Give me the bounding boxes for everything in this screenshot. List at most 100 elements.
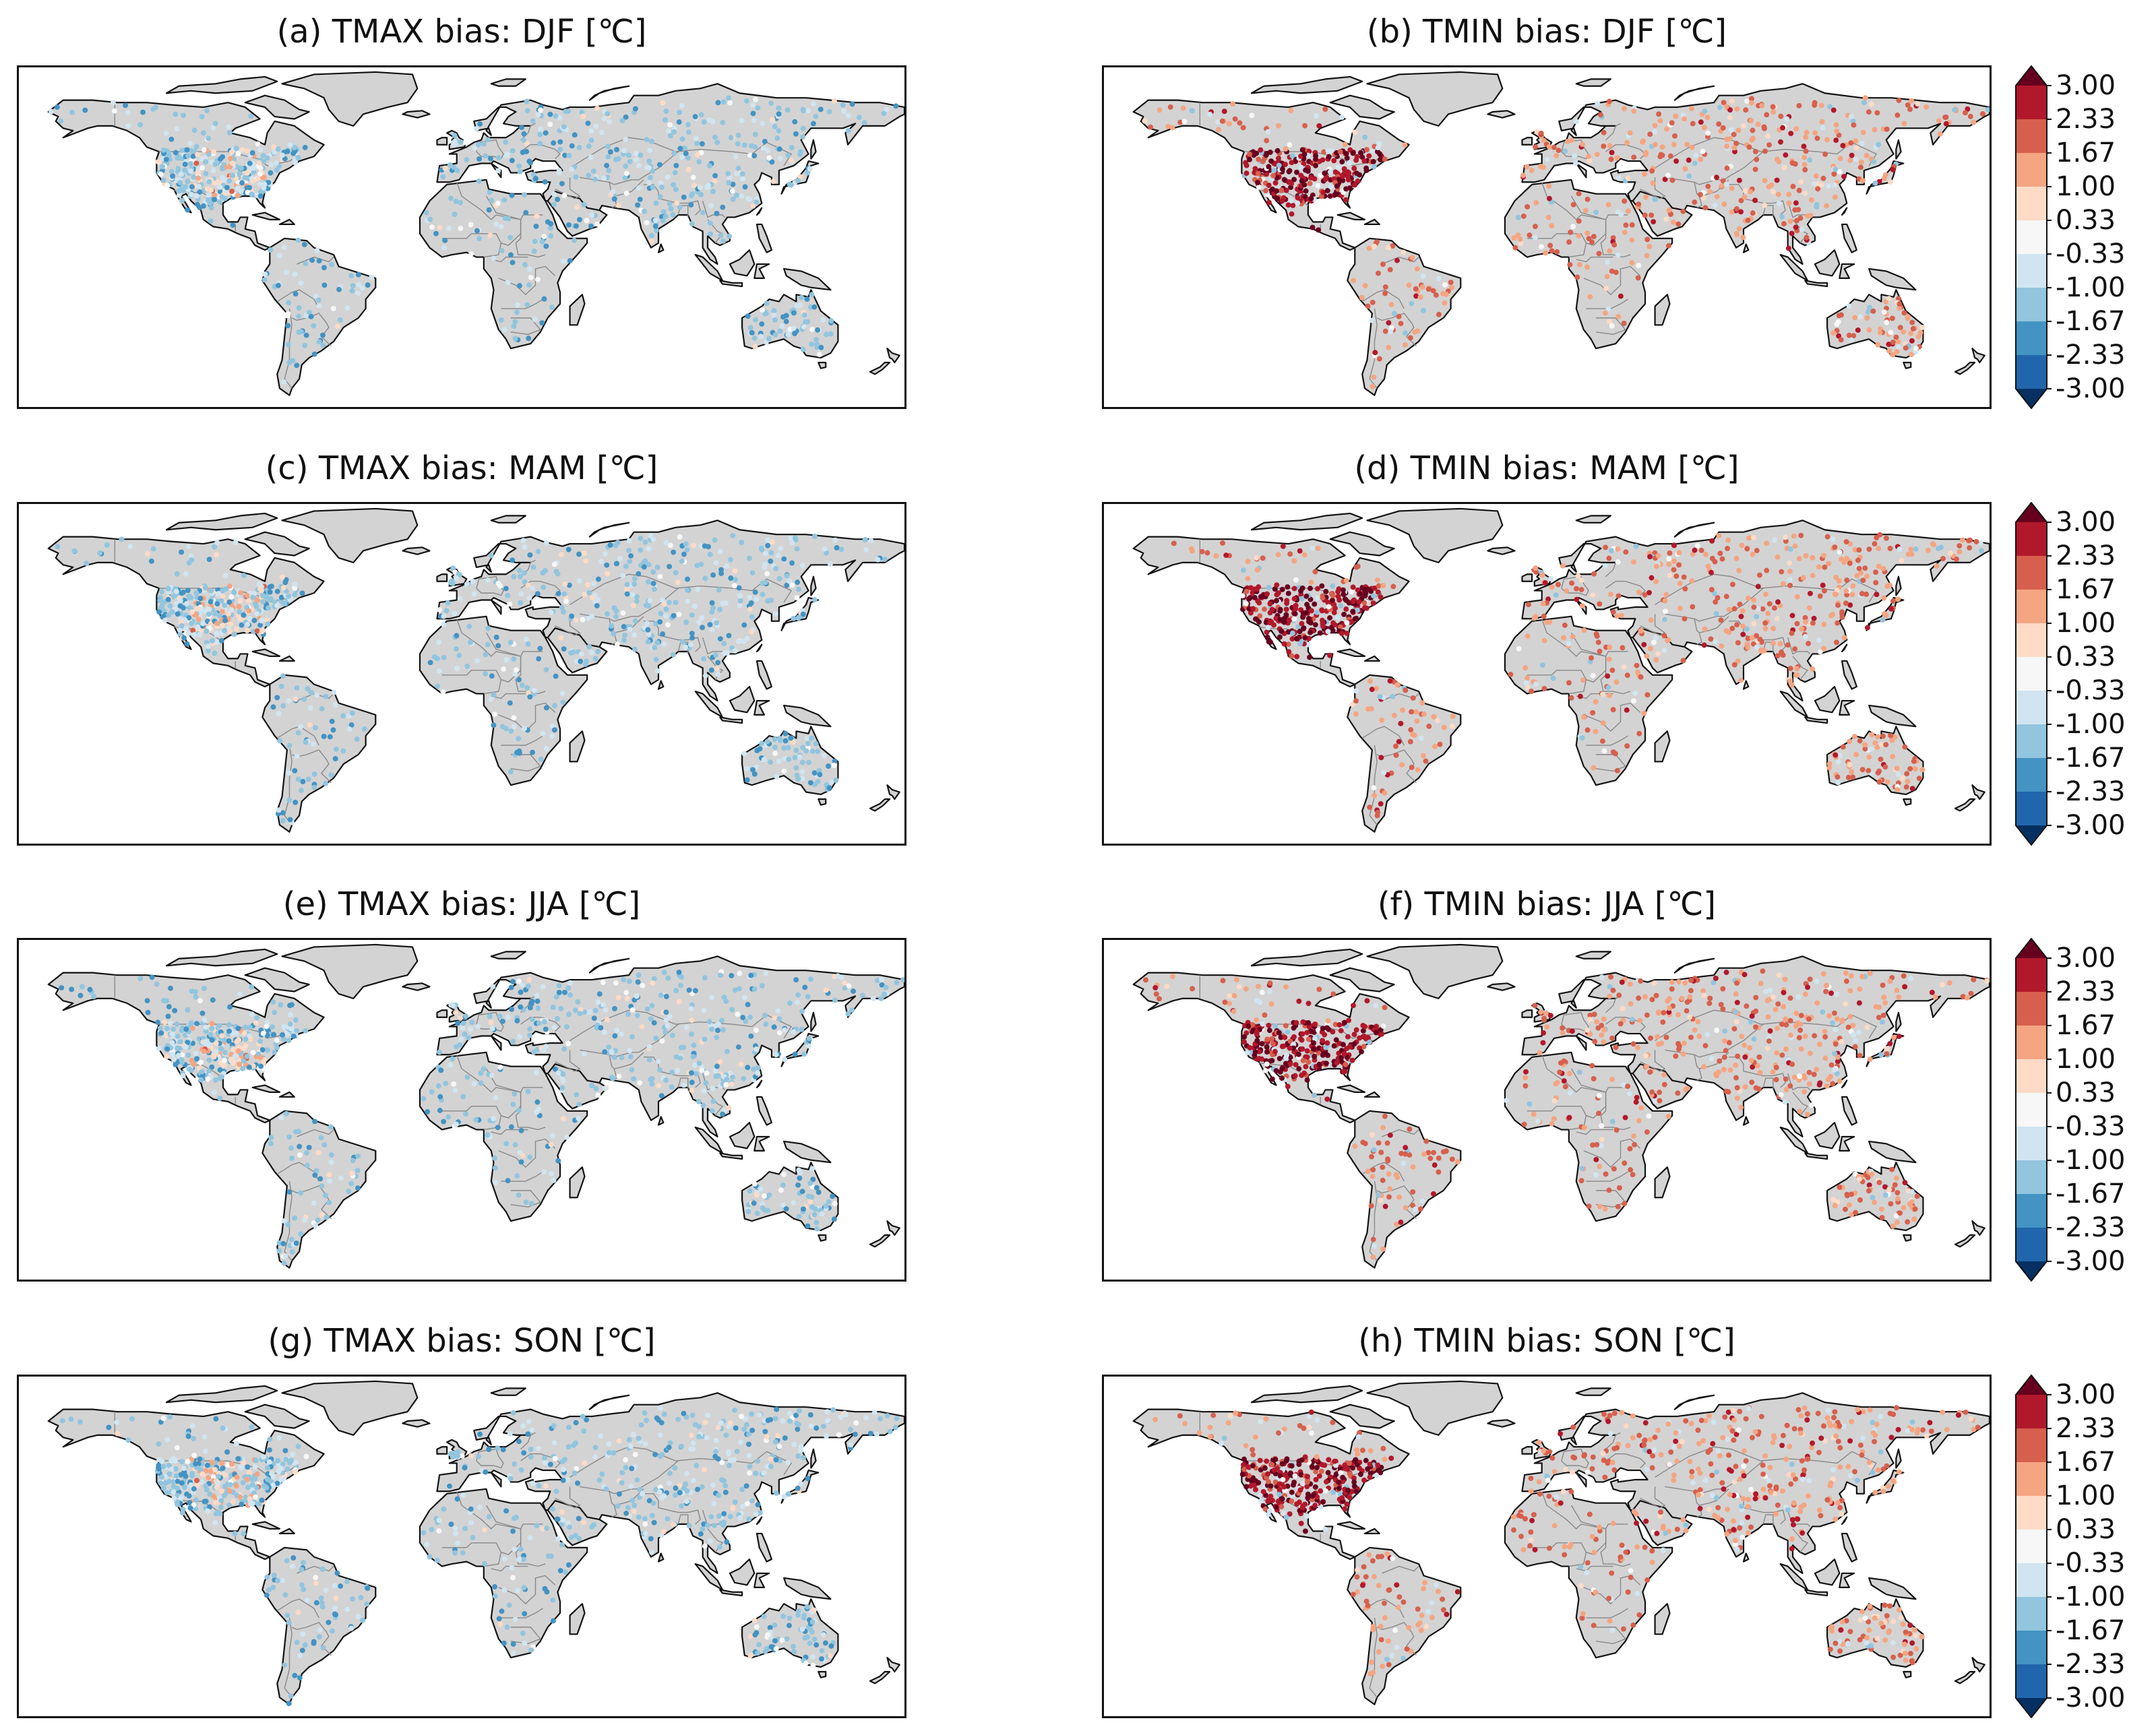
station-marker <box>706 183 712 189</box>
station-marker <box>551 140 557 146</box>
station-marker <box>1837 169 1843 175</box>
station-marker <box>538 756 544 762</box>
station-marker <box>1322 106 1328 113</box>
station-marker <box>745 1065 751 1071</box>
colorbar-extend-max <box>2016 502 2047 522</box>
station-marker <box>1237 120 1243 126</box>
station-marker <box>619 1055 625 1061</box>
station-marker <box>742 184 748 190</box>
station-marker <box>191 1061 197 1067</box>
station-marker <box>1577 693 1583 699</box>
station-marker <box>1838 337 1844 343</box>
station-marker <box>239 147 245 153</box>
station-marker <box>627 1048 633 1054</box>
station-marker <box>435 683 441 689</box>
station-marker <box>1682 166 1688 172</box>
station-marker <box>279 152 285 158</box>
station-marker <box>574 204 580 210</box>
station-marker <box>652 218 658 224</box>
station-marker <box>1248 585 1254 591</box>
station-marker <box>744 635 750 641</box>
station-marker <box>1299 178 1305 184</box>
station-marker <box>1425 286 1431 292</box>
station-marker <box>1386 245 1392 251</box>
station-marker <box>1875 342 1881 348</box>
station-marker <box>537 646 543 652</box>
station-marker <box>670 652 676 658</box>
colorbar-svg <box>2015 501 2052 846</box>
station-marker <box>787 181 793 187</box>
station-marker <box>1400 249 1407 255</box>
station-marker <box>1680 658 1686 664</box>
station-marker <box>177 598 183 604</box>
station-marker <box>501 666 507 672</box>
station-marker <box>1752 148 1758 154</box>
country-border <box>1583 1138 1641 1168</box>
station-marker <box>292 592 298 598</box>
station-marker <box>487 1013 493 1019</box>
station-marker <box>1554 249 1560 255</box>
station-marker <box>1667 550 1673 556</box>
station-marker <box>832 537 838 543</box>
station-marker <box>1230 101 1236 107</box>
landmass-philippines <box>1841 660 1857 690</box>
station-marker <box>312 1119 318 1125</box>
station-marker <box>1599 738 1605 744</box>
station-marker <box>748 1033 754 1039</box>
station-marker <box>1724 144 1730 150</box>
landmass-svalbard <box>490 78 526 87</box>
station-marker <box>644 621 650 627</box>
station-marker <box>287 142 293 148</box>
station-marker <box>468 222 474 228</box>
station-marker <box>795 992 801 998</box>
station-marker <box>832 758 838 764</box>
station-marker <box>212 121 218 127</box>
station-marker <box>1886 296 1892 301</box>
station-marker <box>211 1054 217 1060</box>
station-marker <box>1609 667 1615 673</box>
station-marker <box>200 621 206 627</box>
station-marker <box>753 1046 760 1052</box>
station-marker <box>1793 224 1799 230</box>
station-marker <box>834 544 840 550</box>
station-marker <box>512 1091 518 1097</box>
station-marker <box>621 976 627 982</box>
landmass-arcticIsles <box>1250 948 1363 967</box>
station-marker <box>780 314 787 320</box>
station-marker <box>794 595 800 600</box>
station-marker <box>179 549 185 555</box>
station-marker <box>562 989 567 995</box>
station-marker <box>84 561 90 567</box>
station-marker <box>1889 315 1895 321</box>
station-marker <box>707 220 713 226</box>
station-marker <box>1593 699 1599 705</box>
station-marker <box>1245 575 1251 581</box>
station-marker <box>1307 629 1314 635</box>
station-marker <box>1293 577 1299 583</box>
station-marker <box>1700 195 1706 201</box>
station-marker <box>796 586 801 592</box>
panel-title-f: (f) TMIN bias: JJA [℃] <box>1377 885 1717 923</box>
station-marker <box>1888 732 1894 738</box>
landmass-sulawesi <box>1839 263 1855 279</box>
station-marker <box>1909 551 1915 557</box>
station-marker <box>1734 232 1739 238</box>
station-marker <box>230 1046 237 1052</box>
station-marker <box>185 588 191 594</box>
station-marker <box>199 165 206 171</box>
station-marker <box>257 165 264 171</box>
station-marker <box>1546 183 1552 189</box>
station-marker <box>1431 714 1437 720</box>
station-marker <box>1866 109 1872 115</box>
station-marker <box>1754 614 1760 620</box>
station-marker <box>1735 658 1741 664</box>
station-marker <box>1570 201 1576 208</box>
station-marker <box>1627 130 1633 136</box>
station-marker <box>528 274 534 280</box>
station-marker <box>485 577 491 584</box>
station-marker <box>276 1240 282 1246</box>
station-marker <box>593 123 599 129</box>
station-marker <box>561 192 567 198</box>
station-marker <box>522 261 528 267</box>
station-marker <box>701 119 707 125</box>
